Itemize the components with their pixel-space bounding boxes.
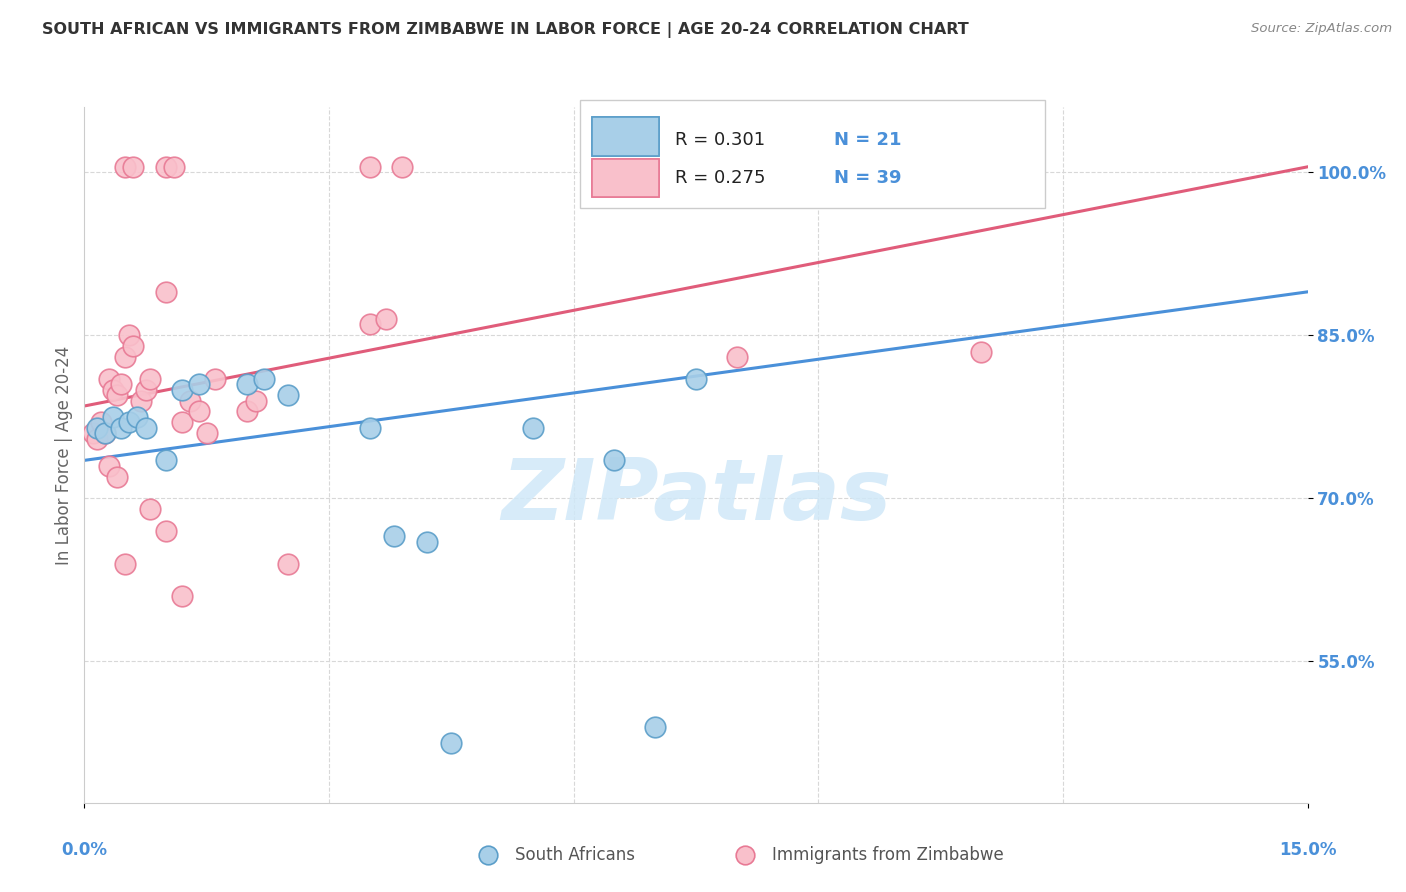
Point xyxy=(118,328,141,343)
Text: ZIPatlas: ZIPatlas xyxy=(501,455,891,538)
Text: N = 21: N = 21 xyxy=(834,131,901,149)
Text: R = 0.275: R = 0.275 xyxy=(675,169,766,187)
Point xyxy=(86,421,108,435)
Point xyxy=(187,377,209,392)
Point xyxy=(97,372,120,386)
Point xyxy=(114,557,136,571)
Text: South Africans: South Africans xyxy=(515,846,636,864)
Point xyxy=(155,160,177,174)
Point xyxy=(195,426,218,441)
Point xyxy=(172,383,194,397)
FancyBboxPatch shape xyxy=(579,100,1045,208)
Point xyxy=(359,160,381,174)
Point xyxy=(135,421,157,435)
Point xyxy=(440,736,463,750)
Point xyxy=(172,589,194,603)
Point xyxy=(416,535,439,549)
Point xyxy=(97,458,120,473)
Point xyxy=(277,557,299,571)
Point xyxy=(603,453,626,467)
Point xyxy=(93,426,115,441)
Point xyxy=(131,393,153,408)
Point xyxy=(172,415,194,429)
Point xyxy=(114,350,136,364)
Point xyxy=(644,720,666,734)
Point xyxy=(391,160,413,174)
Point xyxy=(1011,160,1033,174)
Point xyxy=(127,409,149,424)
Text: Immigrants from Zimbabwe: Immigrants from Zimbabwe xyxy=(772,846,1004,864)
Point xyxy=(155,453,177,467)
Point xyxy=(187,404,209,418)
Point xyxy=(86,432,108,446)
Point xyxy=(118,415,141,429)
Point xyxy=(522,421,544,435)
Point xyxy=(970,344,993,359)
Point xyxy=(101,409,124,424)
Point xyxy=(138,502,160,516)
Point xyxy=(122,160,145,174)
Point xyxy=(101,383,124,397)
Point xyxy=(253,372,276,386)
Point xyxy=(382,529,405,543)
Point xyxy=(105,469,128,483)
Point xyxy=(138,372,160,386)
Text: SOUTH AFRICAN VS IMMIGRANTS FROM ZIMBABWE IN LABOR FORCE | AGE 20-24 CORRELATION: SOUTH AFRICAN VS IMMIGRANTS FROM ZIMBABW… xyxy=(42,22,969,38)
Point xyxy=(236,377,259,392)
Text: N = 39: N = 39 xyxy=(834,169,901,187)
Point xyxy=(375,312,398,326)
Point xyxy=(105,388,128,402)
FancyBboxPatch shape xyxy=(592,159,659,197)
Text: 15.0%: 15.0% xyxy=(1279,841,1336,859)
Point xyxy=(122,339,145,353)
Point xyxy=(110,377,132,392)
Point xyxy=(359,421,381,435)
Point xyxy=(685,372,707,386)
Point xyxy=(135,383,157,397)
Point xyxy=(155,524,177,538)
Point xyxy=(236,404,259,418)
Y-axis label: In Labor Force | Age 20-24: In Labor Force | Age 20-24 xyxy=(55,345,73,565)
Point xyxy=(90,415,112,429)
Point xyxy=(277,388,299,402)
Text: R = 0.301: R = 0.301 xyxy=(675,131,765,149)
Point xyxy=(114,160,136,174)
Text: 0.0%: 0.0% xyxy=(62,841,107,859)
Point xyxy=(163,160,186,174)
Point xyxy=(179,393,201,408)
Point xyxy=(359,318,381,332)
Point xyxy=(155,285,177,299)
Text: Source: ZipAtlas.com: Source: ZipAtlas.com xyxy=(1251,22,1392,36)
Point xyxy=(110,421,132,435)
Point xyxy=(82,426,104,441)
Point xyxy=(725,350,748,364)
FancyBboxPatch shape xyxy=(592,118,659,156)
Point xyxy=(245,393,267,408)
Point xyxy=(204,372,226,386)
Point xyxy=(93,426,115,441)
